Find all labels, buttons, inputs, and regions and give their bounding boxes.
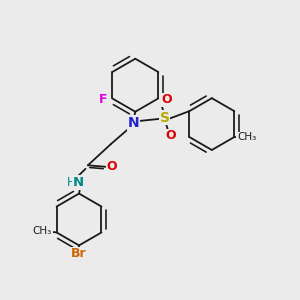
Text: O: O — [162, 93, 172, 106]
Text: H: H — [67, 176, 76, 189]
Text: CH₃: CH₃ — [237, 132, 256, 142]
Text: CH₃: CH₃ — [33, 226, 52, 236]
Text: N: N — [73, 176, 84, 189]
Text: F: F — [99, 93, 107, 106]
Text: O: O — [165, 129, 176, 142]
Text: N: N — [128, 116, 140, 130]
Text: S: S — [160, 111, 170, 124]
Text: Br: Br — [71, 247, 87, 260]
Text: O: O — [107, 160, 117, 173]
